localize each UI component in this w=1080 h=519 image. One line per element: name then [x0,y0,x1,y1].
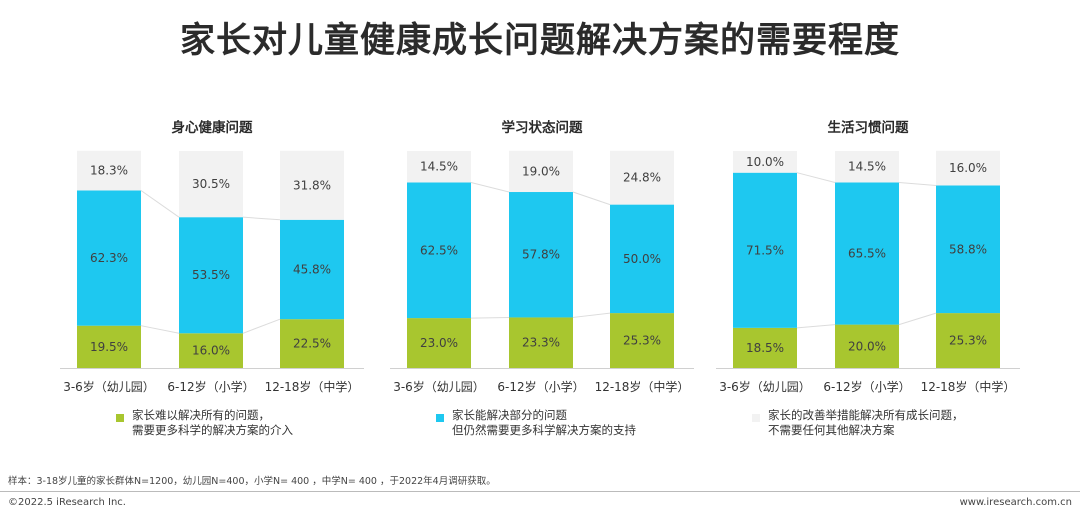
bar-gray-c1-3 [280,150,344,220]
data-label-blue-c1-2: 53.5% [192,268,230,282]
legend-swatch-gray [752,414,760,422]
bar-blue-c2-3 [610,204,674,314]
legend-item-green: 家长难以解决所有的问题， 需要更多科学的解决方案的介入 [116,408,293,438]
data-label-green-c2-1: 23.0% [420,336,458,350]
category-label-c3-2: 6-12岁（小学） [823,379,910,394]
data-label-gray-c2-2: 19.0% [522,164,560,178]
data-label-blue-c2-1: 62.5% [420,243,458,257]
connector-blue-c1-1 [140,190,180,218]
bar-green-c1-2 [179,333,243,368]
data-label-gray-c2-1: 14.5% [420,160,458,174]
data-label-gray-c1-3: 31.8% [293,178,331,192]
bar-blue-c1-2 [179,217,243,334]
connector-green-c3-2 [898,312,937,326]
data-label-green-c2-3: 25.3% [623,334,661,348]
data-label-green-c3-2: 20.0% [848,339,886,353]
data-label-green-c3-3: 25.3% [949,334,987,348]
sample-note: 样本：3-18岁儿童的家长群体N=1200，幼儿园N=400，小学N= 400 … [8,476,496,487]
connector-green-c2-2 [572,312,611,318]
data-label-gray-c2-3: 24.8% [623,171,661,185]
legend-blue-line2: 但仍然需要更多科学解决方案的支持 [452,423,636,437]
bar-blue-c2-2 [509,192,573,318]
category-label-c1-3: 12-18岁（中学） [265,379,360,394]
bar-gray-c1-2 [179,151,243,218]
bar-gray-c3-3 [936,150,1000,186]
legend-blue-line1: 家长能解决部分的问题 [452,408,567,422]
data-label-blue-c2-3: 50.0% [623,252,661,266]
connector-blue-c3-1 [796,172,836,183]
data-label-blue-c3-2: 65.5% [848,247,886,261]
data-label-blue-c1-3: 45.8% [293,262,331,276]
connector-green-c3-1 [796,324,836,329]
bar-gray-c2-3 [610,150,674,205]
connector-blue-c1-2 [242,216,281,221]
bar-blue-c3-2 [835,182,899,325]
category-label-c2-3: 12-18岁（中学） [595,379,690,394]
legend-item-gray: 家长的改善举措能解决所有成长问题， 不需要任何其他解决方案 [752,408,964,438]
legend-item-blue: 家长能解决部分的问题 但仍然需要更多科学解决方案的支持 [436,408,636,438]
page-title: 家长对儿童健康成长问题解决方案的需要程度 [179,21,900,61]
data-label-gray-c1-2: 30.5% [192,177,230,191]
legend-label-blue: 家长能解决部分的问题 但仍然需要更多科学解决方案的支持 [452,408,636,438]
bar-blue-c1-1 [77,190,141,326]
data-label-green-c3-1: 18.5% [746,341,784,355]
bar-green-c3-2 [835,324,899,368]
category-label-c1-2: 6-12岁（小学） [167,379,254,394]
connector-green-c2-1 [470,316,510,319]
legend-label-gray: 家长的改善举措能解决所有成长问题， 不需要任何其他解决方案 [768,408,964,438]
footer-copyright: ©2022.5 iResearch Inc. [8,497,126,508]
legend-swatch-green [116,414,124,422]
data-label-blue-c2-2: 57.8% [522,248,560,262]
legend-gray-line1: 家长的改善举措能解决所有成长问题， [768,408,964,422]
bar-green-c1-3 [280,319,344,368]
legend-green-line2: 需要更多科学的解决方案的介入 [132,423,293,437]
bar-gray-c1-1 [77,150,141,191]
bar-gray-c3-1 [733,151,797,173]
bar-blue-c2-1 [407,182,471,319]
bar-blue-c3-3 [936,185,1000,314]
category-label-c3-1: 3-6岁（幼儿园） [719,379,811,394]
legend-swatch-blue [436,414,444,422]
data-label-blue-c3-3: 58.8% [949,242,987,256]
data-label-gray-c3-2: 14.5% [848,160,886,174]
bar-green-c1-1 [77,325,141,368]
footer-website: www.iresearch.com.cn [959,497,1072,508]
bar-green-c2-2 [509,317,573,368]
bar-green-c2-1 [407,318,471,368]
data-label-green-c2-2: 23.3% [522,336,560,350]
data-label-gray-c1-1: 18.3% [90,164,128,178]
data-label-green-c1-2: 16.0% [192,344,230,358]
category-label-c1-1: 3-6岁（幼儿园） [63,379,155,394]
data-label-gray-c3-1: 10.0% [746,155,784,169]
connector-green-c1-2 [242,318,281,334]
connector-blue-c3-2 [898,181,937,187]
data-label-green-c1-3: 22.5% [293,337,331,351]
legend-label-green: 家长难以解决所有的问题， 需要更多科学的解决方案的介入 [132,408,293,438]
category-label-c2-1: 3-6岁（幼儿园） [393,379,485,394]
footer-divider [0,491,1080,492]
bar-green-c3-1 [733,327,797,368]
connector-blue-c2-1 [470,181,510,193]
bar-gray-c3-2 [835,151,899,183]
category-label-c3-3: 12-18岁（中学） [921,379,1016,394]
data-label-blue-c1-1: 62.3% [90,251,128,265]
category-label-c2-2: 6-12岁（小学） [497,379,584,394]
connector-green-c1-1 [140,325,180,334]
bar-blue-c1-3 [280,219,344,320]
legend-green-line1: 家长难以解决所有的问题， [132,408,270,422]
data-label-blue-c3-1: 71.5% [746,243,784,257]
bar-gray-c2-2 [509,150,573,193]
bar-green-c2-3 [610,313,674,368]
chart-title-3: 生活习惯问题 [828,119,909,136]
data-label-gray-c3-3: 16.0% [949,161,987,175]
chart-title-1: 身心健康问题 [172,119,253,136]
chart-title-2: 学习状态问题 [502,119,583,136]
connector-blue-c2-2 [572,191,611,206]
bar-blue-c3-1 [733,172,797,328]
bar-gray-c2-1 [407,151,471,183]
bar-green-c3-3 [936,313,1000,368]
legend-gray-line2: 不需要任何其他解决方案 [768,423,895,437]
data-label-green-c1-1: 19.5% [90,340,128,354]
